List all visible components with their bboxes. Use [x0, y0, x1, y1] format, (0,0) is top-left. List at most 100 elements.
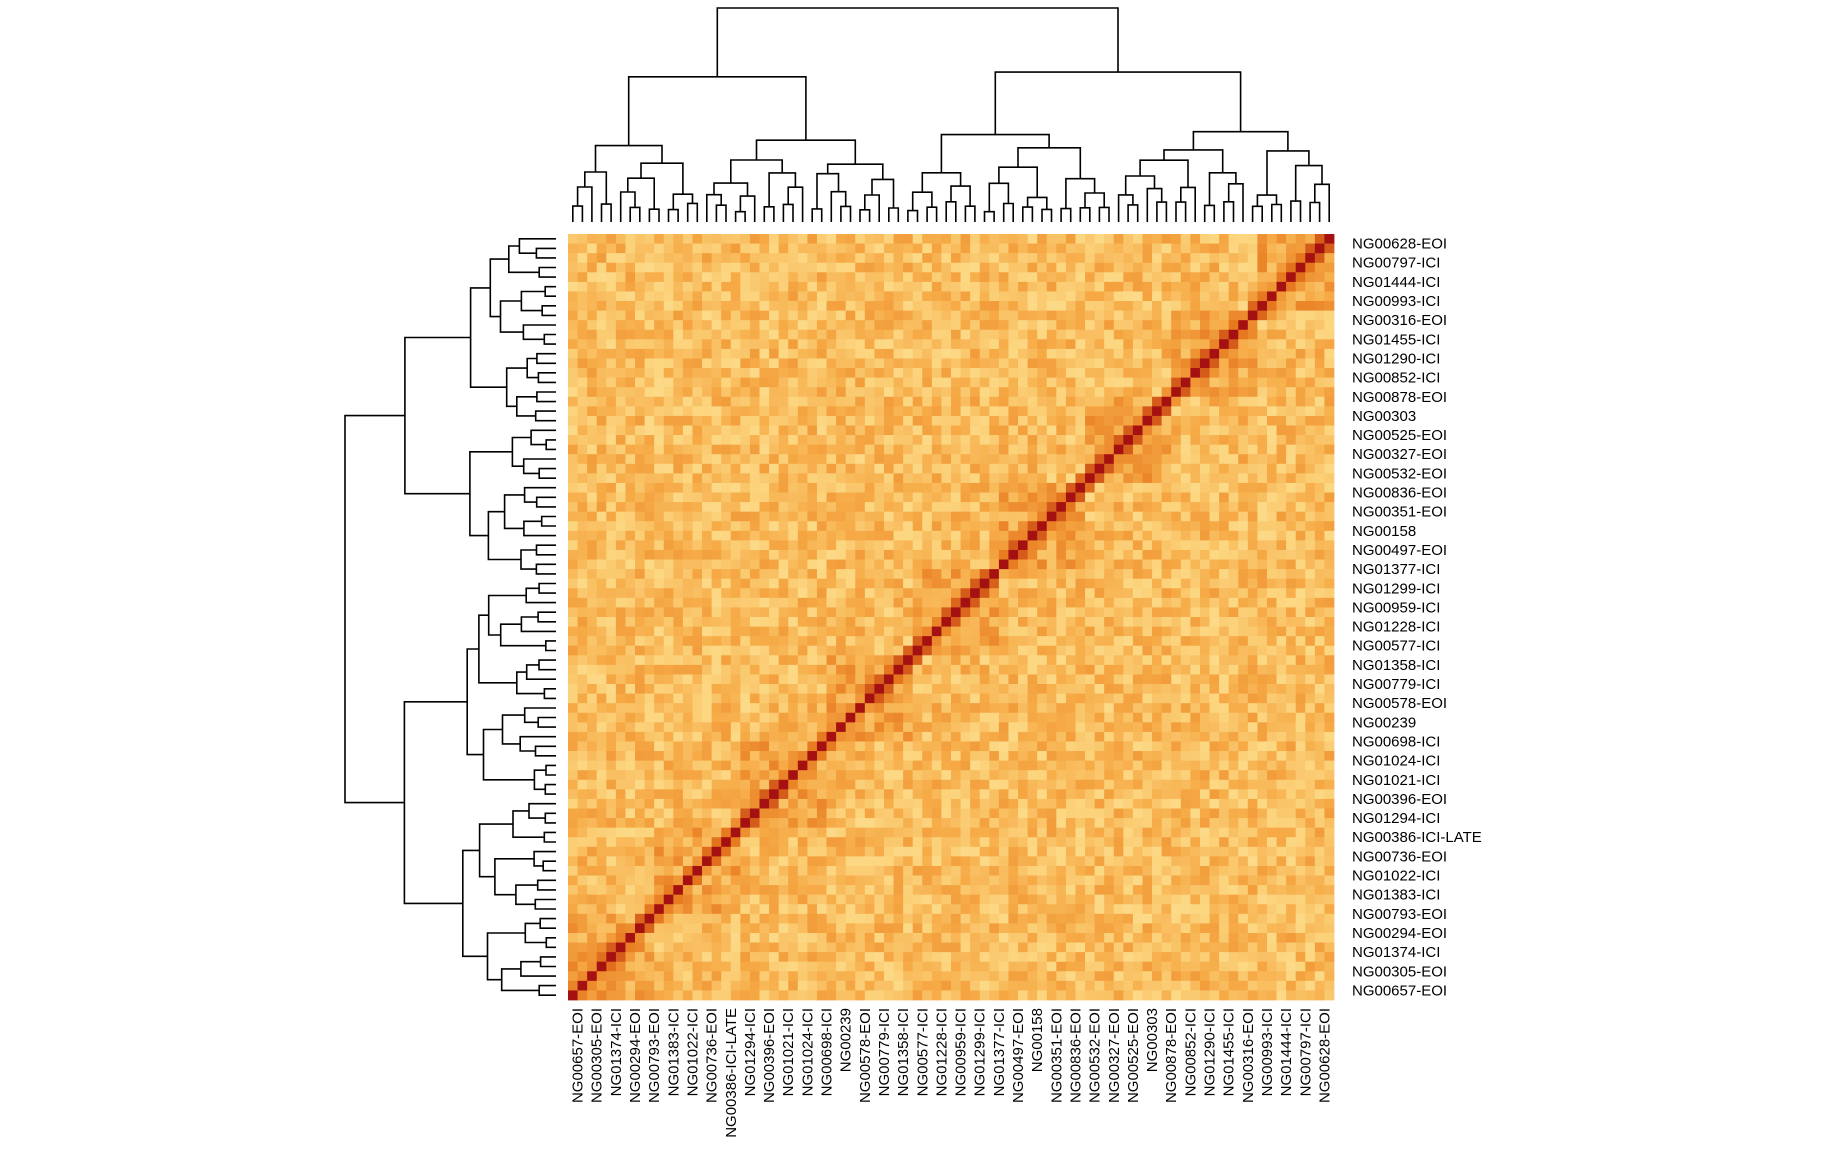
heatmap-cell — [970, 818, 981, 829]
heatmap-cell — [788, 626, 799, 637]
heatmap-cell — [673, 655, 684, 666]
heatmap-cell — [1238, 760, 1249, 771]
heatmap-cell — [826, 368, 837, 379]
heatmap-cell — [826, 655, 837, 666]
heatmap-cell — [663, 310, 674, 321]
heatmap-cell — [855, 406, 866, 417]
heatmap-cell — [1190, 348, 1201, 359]
heatmap-cell — [1247, 377, 1258, 388]
heatmap-cell — [989, 521, 1000, 532]
heatmap-cell — [989, 253, 1000, 264]
heatmap-cell — [1190, 626, 1201, 637]
heatmap-cell — [1104, 664, 1115, 675]
heatmap-cell — [663, 636, 674, 647]
heatmap-cell — [1046, 617, 1057, 627]
heatmap-cell — [1295, 425, 1306, 436]
heatmap-cell — [864, 329, 875, 340]
heatmap-cell — [912, 559, 923, 570]
heatmap-cell — [864, 348, 875, 359]
heatmap-cell — [979, 406, 990, 417]
heatmap-cell — [1295, 358, 1306, 369]
heatmap-cell — [721, 798, 732, 809]
heatmap-cell — [912, 741, 923, 752]
heatmap-cell — [625, 454, 636, 465]
heatmap-cell — [692, 664, 703, 675]
heatmap-cell — [1219, 722, 1230, 733]
heatmap-cell — [922, 693, 933, 704]
heatmap-cell — [1180, 368, 1191, 379]
heatmap-cell — [673, 530, 684, 541]
heatmap-cell — [807, 798, 818, 809]
heatmap-cell — [1305, 684, 1316, 694]
heatmap-cell — [1276, 674, 1287, 685]
heatmap-cell — [989, 588, 1000, 599]
heatmap-cell — [1286, 569, 1297, 580]
heatmap-cell — [673, 502, 684, 513]
heatmap-cell — [807, 540, 818, 551]
heatmap-cell — [1008, 473, 1019, 484]
heatmap-cell — [1132, 693, 1143, 704]
heatmap-cell — [721, 731, 732, 742]
heatmap-cell — [749, 530, 760, 541]
heatmap-cell — [577, 396, 588, 407]
heatmap-cell — [759, 482, 770, 493]
heatmap-cell — [1018, 377, 1028, 388]
heatmap-cell — [1123, 607, 1134, 618]
heatmap-cell — [1209, 358, 1220, 369]
heatmap-cell — [1008, 320, 1019, 331]
heatmap-cell — [1219, 463, 1230, 474]
heatmap-cell — [989, 760, 1000, 771]
heatmap-cell — [702, 770, 713, 781]
heatmap-cell — [1037, 444, 1048, 455]
heatmap-cell — [778, 626, 789, 637]
heatmap-cell — [749, 770, 760, 781]
heatmap-cell — [702, 540, 713, 551]
heatmap-cell — [941, 454, 952, 465]
heatmap-cell — [596, 674, 607, 685]
heatmap-cell — [970, 731, 981, 742]
heatmap-cell — [979, 703, 990, 714]
heatmap-cell — [998, 396, 1009, 407]
heatmap-cell — [1132, 674, 1143, 685]
heatmap-cell — [1180, 597, 1191, 608]
heatmap-cell — [1286, 415, 1297, 426]
heatmap-cell — [673, 320, 684, 331]
heatmap-cell — [1065, 348, 1076, 359]
heatmap-cell — [644, 693, 655, 704]
heatmap-cell — [673, 808, 684, 819]
heatmap-cell — [836, 808, 847, 819]
heatmap-cell — [893, 473, 904, 484]
heatmap-cell — [615, 597, 626, 608]
heatmap-cell — [826, 444, 837, 455]
heatmap-cell — [596, 396, 607, 407]
heatmap-cell — [922, 310, 933, 321]
heatmap-cell — [730, 406, 741, 417]
heatmap-cell — [1094, 406, 1105, 417]
heatmap-cell — [1286, 655, 1297, 666]
heatmap-cell — [749, 310, 760, 321]
heatmap-cell — [1266, 301, 1277, 311]
heatmap-cell — [1027, 377, 1038, 388]
heatmap-cell — [1075, 636, 1086, 647]
heatmap-cell — [816, 741, 827, 752]
heatmap-cell — [702, 530, 713, 541]
heatmap-cell — [596, 301, 607, 311]
heatmap-cell — [663, 569, 674, 580]
heatmap-cell — [1123, 310, 1134, 321]
heatmap-cell — [979, 368, 990, 379]
heatmap-cell — [1257, 588, 1268, 599]
heatmap-cell — [1075, 272, 1086, 283]
heatmap-cell — [1324, 636, 1335, 647]
heatmap-cell — [1305, 645, 1316, 656]
heatmap-cell — [903, 770, 914, 781]
heatmap-cell — [874, 617, 885, 627]
heatmap-cell — [922, 636, 933, 647]
heatmap-cell — [941, 368, 952, 379]
heatmap-cell — [989, 540, 1000, 551]
heatmap-cell — [1018, 387, 1028, 398]
heatmap-cell — [1085, 626, 1096, 637]
heatmap-cell — [778, 339, 789, 350]
heatmap-cell — [759, 636, 770, 647]
heatmap-cell — [931, 396, 942, 407]
heatmap-cell — [883, 645, 894, 656]
